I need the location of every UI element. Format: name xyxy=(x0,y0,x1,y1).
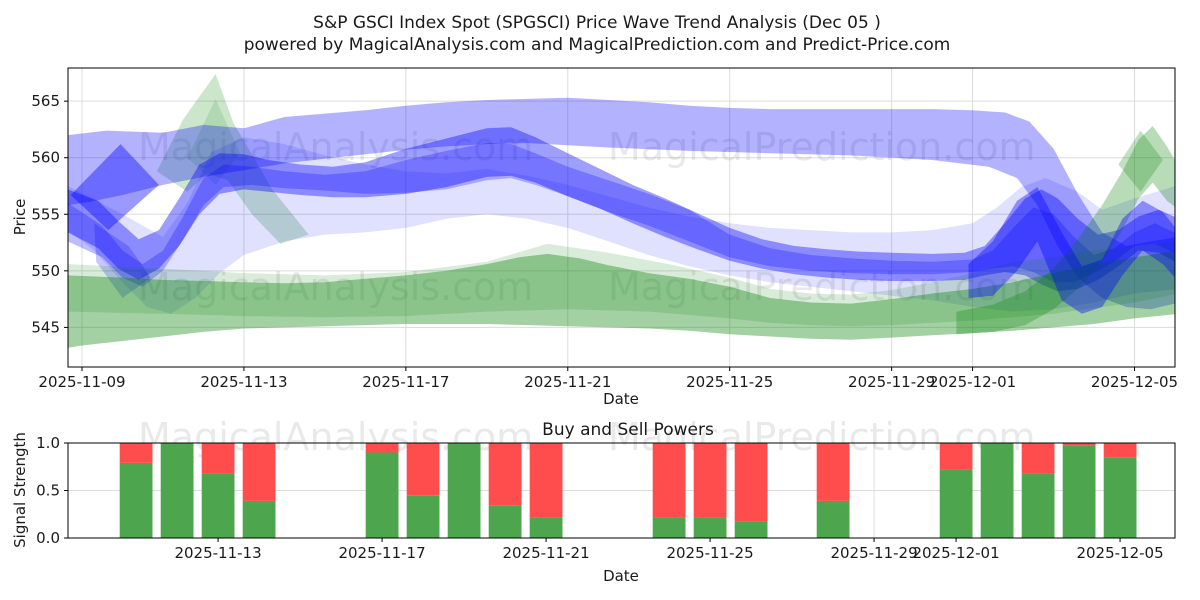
price-bands-layer xyxy=(68,74,1175,348)
blue-band-wide-faint xyxy=(68,137,1175,314)
sell-bar-segment xyxy=(734,443,768,522)
buy-bar-segment xyxy=(1021,473,1055,538)
x-tick-label: 2025-11-21 xyxy=(524,373,611,391)
sell-bar-segment xyxy=(1021,443,1055,474)
x-tick-label: 2025-11-17 xyxy=(362,373,449,391)
sell-bar-segment xyxy=(1062,443,1096,446)
buy-bar-segment xyxy=(242,500,276,538)
sell-bar-segment xyxy=(529,443,563,518)
watermark-text-right: MagicalPrediction.com xyxy=(608,125,1036,169)
axis-spine xyxy=(67,67,1176,368)
sell-bar-segment xyxy=(119,443,153,463)
sell-bar-segment xyxy=(201,443,235,474)
y-tick-label: 555 xyxy=(31,205,60,223)
sell-bar-segment xyxy=(1103,443,1137,458)
buy-bar-segment xyxy=(693,517,727,538)
green-triangle-left xyxy=(156,74,309,244)
y-tick-label: 550 xyxy=(31,262,60,280)
buy-bar-segment xyxy=(1103,457,1137,538)
buy-bar-segment xyxy=(939,469,973,538)
green-rise-band-right xyxy=(956,126,1175,335)
blue-diamond-left-small xyxy=(94,223,151,298)
watermark-text-right: MagicalPrediction.com xyxy=(608,265,1036,309)
buy-bar-segment xyxy=(119,462,153,538)
y-tick-label: 565 xyxy=(31,92,60,110)
buy-bar-segment xyxy=(529,517,563,538)
sell-bar-segment xyxy=(652,443,686,518)
buy-bar-segment xyxy=(734,521,768,538)
x-tick-label: 2025-11-13 xyxy=(174,544,261,562)
x-tick-label: 2025-11-09 xyxy=(38,373,125,391)
green-diamond-right xyxy=(1118,130,1163,192)
y-tick-label: 1.0 xyxy=(36,434,60,452)
x-tick-label: 2025-12-05 xyxy=(1076,544,1163,562)
blue-core-band xyxy=(68,127,1175,292)
x-tick-label: 2025-12-05 xyxy=(1091,373,1178,391)
green-triangle-inner xyxy=(187,98,240,185)
signal-strength-axis-label: Signal Strength xyxy=(11,432,29,548)
sell-bar-segment xyxy=(693,443,727,518)
buy-bar-segment xyxy=(365,452,399,538)
blue-zigzag-right xyxy=(968,187,1175,314)
blue-diamond-left xyxy=(70,144,159,231)
buy-bar-segment xyxy=(652,517,686,538)
y-tick-label: 560 xyxy=(31,149,60,167)
x-tick-label: 2025-11-21 xyxy=(502,544,589,562)
bottom-date-axis-label: Date xyxy=(603,567,639,585)
top-date-axis-label: Date xyxy=(603,390,639,408)
green-soft-band xyxy=(68,241,1175,327)
x-tick-label: 2025-12-01 xyxy=(929,373,1016,391)
buy-sell-title: Buy and Sell Powers xyxy=(542,420,714,440)
price-axis-label: Price xyxy=(11,199,29,236)
y-tick-label: 0.0 xyxy=(36,529,60,547)
buy-bar-segment xyxy=(201,473,235,538)
price-wave-chart: MagicalAnalysis.com MagicalPrediction.com… xyxy=(31,67,1178,391)
buy-bar-segment xyxy=(1062,445,1096,538)
x-tick-label: 2025-12-01 xyxy=(912,544,999,562)
buy-bar-segment xyxy=(447,443,481,538)
sell-bar-segment xyxy=(488,443,522,506)
green-main-band xyxy=(68,251,1175,348)
buy-bar-segment xyxy=(160,443,194,538)
watermark-text-left: MagicalAnalysis.com xyxy=(138,265,533,309)
x-tick-label: 2025-11-25 xyxy=(666,544,753,562)
sell-bar-segment xyxy=(242,443,276,501)
buy-sell-chart: MagicalAnalysis.com MagicalPrediction.com… xyxy=(36,415,1176,562)
buy-bar-segment xyxy=(980,443,1014,538)
buy-bar-segment xyxy=(816,500,850,538)
buy-bar-segment xyxy=(406,495,440,538)
x-tick-label: 2025-11-17 xyxy=(338,544,425,562)
y-tick-label: 545 xyxy=(31,318,60,336)
x-tick-label: 2025-11-13 xyxy=(200,373,287,391)
bars-layer xyxy=(119,443,1137,538)
figure-title-line1: S&P GSCI Index Spot (SPGSCI) Price Wave … xyxy=(313,13,881,33)
blue-core-band-2 xyxy=(68,143,1175,287)
x-tick-label: 2025-11-25 xyxy=(686,373,773,391)
y-tick-label: 0.5 xyxy=(36,482,60,500)
buy-bar-segment xyxy=(488,505,522,538)
sell-bar-segment xyxy=(816,443,850,501)
watermark-text-left: MagicalAnalysis.com xyxy=(138,125,533,169)
x-tick-label: 2025-11-29 xyxy=(830,544,917,562)
x-tick-label: 2025-11-29 xyxy=(848,373,935,391)
sell-bar-segment xyxy=(939,443,973,470)
sell-bar-segment xyxy=(365,443,399,453)
blue-band-light-upper xyxy=(68,97,1175,310)
figure-title-line2: powered by MagicalAnalysis.com and Magic… xyxy=(244,35,951,55)
sell-bar-segment xyxy=(406,443,440,496)
